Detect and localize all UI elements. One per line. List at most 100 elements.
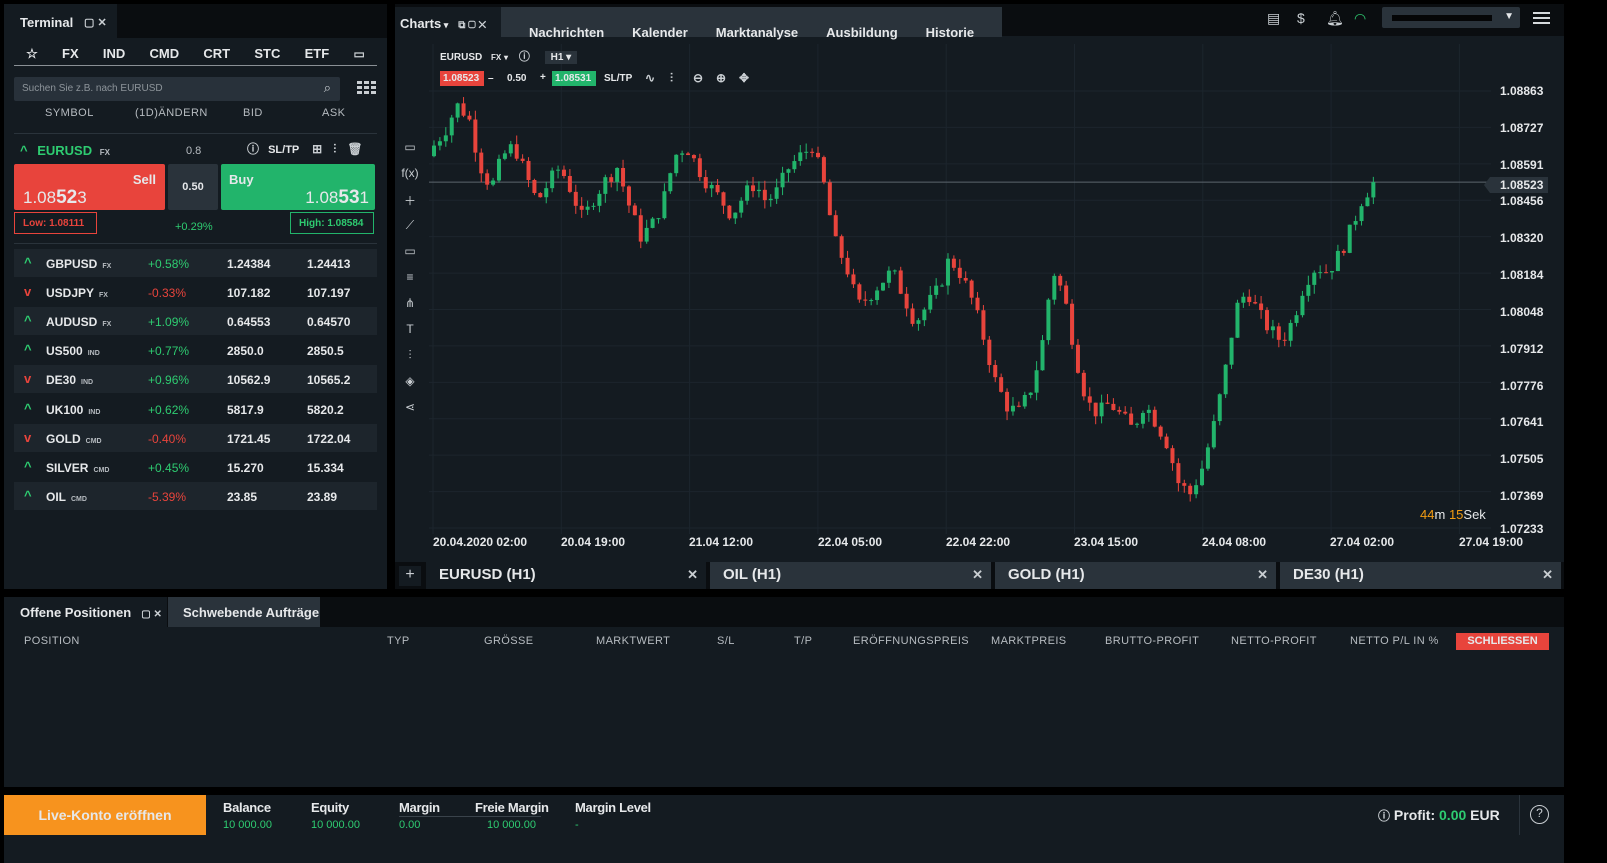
help-icon[interactable]: ?: [1530, 805, 1549, 824]
watchlist-row[interactable]: ^ AUDUSD FX +1.09% 0.64553 0.64570: [14, 307, 377, 335]
candle-type-icon[interactable]: ⫶: [670, 71, 674, 85]
row-ask[interactable]: 0.64570: [307, 315, 351, 329]
tab-etf[interactable]: ETF: [304, 46, 330, 61]
layers-icon[interactable]: ◈: [405, 374, 415, 388]
watchlist-row[interactable]: v GOLD CMD -0.40% 1721.45 1722.04: [14, 424, 377, 452]
row-bid[interactable]: 2850.0: [227, 344, 264, 358]
col-bid[interactable]: BID: [243, 107, 263, 119]
row-bid[interactable]: 107.182: [227, 286, 271, 300]
candles-icon[interactable]: ⫶: [333, 142, 337, 156]
line-icon[interactable]: ⟋: [405, 218, 415, 232]
positions-column[interactable]: T/P: [794, 635, 813, 647]
row-bid[interactable]: 1721.45: [227, 432, 271, 446]
row-ask[interactable]: 23.89: [307, 490, 338, 504]
tab-kalender[interactable]: Kalender: [632, 25, 688, 40]
bell-icon[interactable]: 🔔︎: [1326, 10, 1344, 26]
move-icon[interactable]: ✥: [739, 71, 750, 85]
info-icon[interactable]: ⓘ: [518, 51, 530, 63]
info-icon[interactable]: ⓘ: [1378, 809, 1391, 823]
layout-icon[interactable]: ▤: [1267, 10, 1281, 26]
text-icon[interactable]: T: [406, 322, 414, 336]
watchlist-row[interactable]: ^ UK100 IND +0.62% 5817.9 5820.2: [14, 395, 377, 423]
inbox-icon[interactable]: ▭: [353, 47, 365, 61]
screen-icon[interactable]: ▭: [404, 140, 416, 154]
positions-column[interactable]: NETTO P/L IN %: [1350, 635, 1439, 647]
row-bid[interactable]: 0.64553: [227, 315, 271, 329]
row-ask[interactable]: 1.24413: [307, 257, 351, 271]
price-chart[interactable]: [429, 44, 1491, 534]
positions-column[interactable]: NETTO-PROFIT: [1231, 635, 1317, 647]
chart-tab-eurusd[interactable]: EURUSD (H1) ✕: [426, 562, 706, 589]
chart-tab-de30[interactable]: DE30 (H1) ✕: [1280, 562, 1561, 589]
chart-tab-oil[interactable]: OIL (H1) ✕: [710, 562, 991, 589]
sltp-button[interactable]: SL/TP: [268, 144, 300, 156]
tab-marktanalyse[interactable]: Marktanalyse: [715, 25, 799, 40]
tab-open-positions[interactable]: Offene Positionen ▢ ✕: [4, 597, 167, 627]
search-input[interactable]: Suchen Sie z.B. nach EURUSD ⌕: [14, 77, 340, 101]
crosshair-icon[interactable]: ＋: [403, 194, 416, 208]
close-all-button[interactable]: SCHLIESSEN: [1456, 633, 1549, 650]
col-symbol[interactable]: SYMBOL: [45, 107, 94, 119]
search-icon[interactable]: ⌕: [323, 80, 331, 95]
tab-pending-orders[interactable]: Schwebende Aufträge: [168, 597, 320, 627]
watchlist-row[interactable]: v USDJPY FX -0.33% 107.182 107.197: [14, 278, 377, 306]
indicator-icon[interactable]: ⫶: [408, 348, 412, 362]
positions-column[interactable]: BRUTTO-PROFIT: [1105, 635, 1200, 647]
row-ask[interactable]: 107.197: [307, 286, 351, 300]
col-change[interactable]: (1D)ÄNDERN: [135, 107, 208, 119]
row-ask[interactable]: 10565.2: [307, 373, 351, 387]
function-icon[interactable]: f(x): [401, 166, 419, 180]
row-bid[interactable]: 5817.9: [227, 403, 264, 417]
chart-sell-button[interactable]: 1.08523: [440, 71, 484, 86]
buy-button[interactable]: Buy 1.08531: [221, 164, 375, 210]
menu-icon[interactable]: [1533, 12, 1550, 27]
chart-sltp-button[interactable]: SL/TP: [604, 73, 633, 84]
row-bid[interactable]: 10562.9: [227, 373, 271, 387]
tab-fx[interactable]: FX: [62, 46, 79, 61]
row-bid[interactable]: 15.270: [227, 461, 264, 475]
chart-tab-gold[interactable]: GOLD (H1) ✕: [995, 562, 1276, 589]
positions-column[interactable]: MARKTWERT: [596, 635, 671, 647]
row-bid[interactable]: 1.24384: [227, 257, 271, 271]
currency-exchange-icon[interactable]: $: [1297, 10, 1305, 26]
open-live-account-button[interactable]: Live-Konto eröffnen: [4, 795, 206, 835]
tab-charts[interactable]: Charts ▾ ⧉ ▢ ✕: [395, 7, 501, 37]
plus-icon[interactable]: +: [540, 72, 546, 83]
grid-view-icon[interactable]: [357, 81, 376, 96]
watchlist-row[interactable]: ^ OIL CMD -5.39% 23.85 23.89: [14, 482, 377, 510]
timeframe-selector[interactable]: H1 ▾: [544, 51, 578, 64]
positions-column[interactable]: GRÖSSE: [484, 635, 534, 647]
row-bid[interactable]: 23.85: [227, 490, 258, 504]
share-icon[interactable]: ⋖: [404, 400, 416, 414]
sell-button[interactable]: Sell 1.08523: [14, 164, 165, 210]
positions-column[interactable]: ERÖFFNUNGSPREIS: [853, 635, 970, 647]
zoom-out-icon[interactable]: ⊖: [693, 71, 704, 85]
tab-favorites[interactable]: ☆: [26, 46, 38, 61]
terminal-tab[interactable]: Terminal ▢ ✕: [4, 4, 117, 38]
positions-column[interactable]: S/L: [717, 635, 735, 647]
info-icon[interactable]: ⓘ: [247, 142, 260, 156]
watchlist-row[interactable]: ^ SILVER CMD +0.45% 15.270 15.334: [14, 453, 377, 481]
tab-historie[interactable]: Historie: [925, 25, 975, 40]
positions-column[interactable]: POSITION: [24, 635, 80, 647]
window-controls-icon[interactable]: ▢ ✕: [84, 17, 107, 29]
col-ask[interactable]: ASK: [322, 107, 346, 119]
rectangle-icon[interactable]: ▭: [404, 244, 416, 258]
watchlist-row[interactable]: v DE30 IND +0.96% 10562.9 10565.2: [14, 365, 377, 393]
row-ask[interactable]: 15.334: [307, 461, 344, 475]
tab-nachrichten[interactable]: Nachrichten: [529, 25, 605, 40]
pitchfork-icon[interactable]: ⋔: [404, 296, 416, 310]
tab-crt[interactable]: CRT: [203, 46, 231, 61]
fibonacci-icon[interactable]: ≡: [406, 270, 414, 284]
zoom-in-icon[interactable]: ⊕: [716, 71, 727, 85]
trash-icon[interactable]: 🗑: [347, 142, 363, 156]
positions-column[interactable]: TYP: [387, 635, 410, 647]
tab-stc[interactable]: STC: [254, 46, 281, 61]
add-chart-icon[interactable]: +: [399, 566, 421, 586]
line-chart-icon[interactable]: ∿: [645, 71, 656, 85]
account-selector[interactable]: ▼: [1382, 7, 1520, 28]
row-ask[interactable]: 1722.04: [307, 432, 351, 446]
row-ask[interactable]: 2850.5: [307, 344, 344, 358]
chart-symbol[interactable]: EURUSD: [440, 52, 483, 63]
tab-cmd[interactable]: CMD: [149, 46, 180, 61]
